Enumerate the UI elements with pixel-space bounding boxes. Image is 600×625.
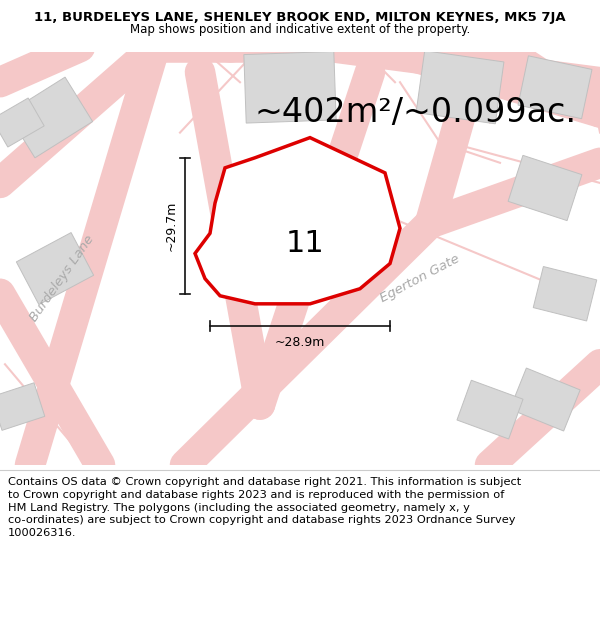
Text: Burdeleys Lane: Burdeleys Lane xyxy=(28,233,97,324)
Polygon shape xyxy=(0,382,45,431)
Polygon shape xyxy=(16,232,94,304)
Polygon shape xyxy=(195,138,400,304)
Text: ~29.7m: ~29.7m xyxy=(165,201,178,251)
Polygon shape xyxy=(416,51,504,124)
Text: 11, BURDELEYS LANE, SHENLEY BROOK END, MILTON KEYNES, MK5 7JA: 11, BURDELEYS LANE, SHENLEY BROOK END, M… xyxy=(34,11,566,24)
Polygon shape xyxy=(510,368,580,431)
Polygon shape xyxy=(244,51,336,123)
Text: Map shows position and indicative extent of the property.: Map shows position and indicative extent… xyxy=(130,23,470,36)
Polygon shape xyxy=(533,266,597,321)
Text: ~28.9m: ~28.9m xyxy=(275,336,325,349)
Polygon shape xyxy=(518,56,592,119)
Polygon shape xyxy=(0,98,44,147)
Polygon shape xyxy=(244,191,326,256)
Text: Contains OS data © Crown copyright and database right 2021. This information is : Contains OS data © Crown copyright and d… xyxy=(8,477,521,538)
Polygon shape xyxy=(457,380,523,439)
Text: ~402m²/~0.099ac.: ~402m²/~0.099ac. xyxy=(255,96,577,129)
Text: 11: 11 xyxy=(286,229,325,258)
Polygon shape xyxy=(7,77,92,158)
Polygon shape xyxy=(508,156,582,221)
Text: Egerton Gate: Egerton Gate xyxy=(378,253,462,305)
